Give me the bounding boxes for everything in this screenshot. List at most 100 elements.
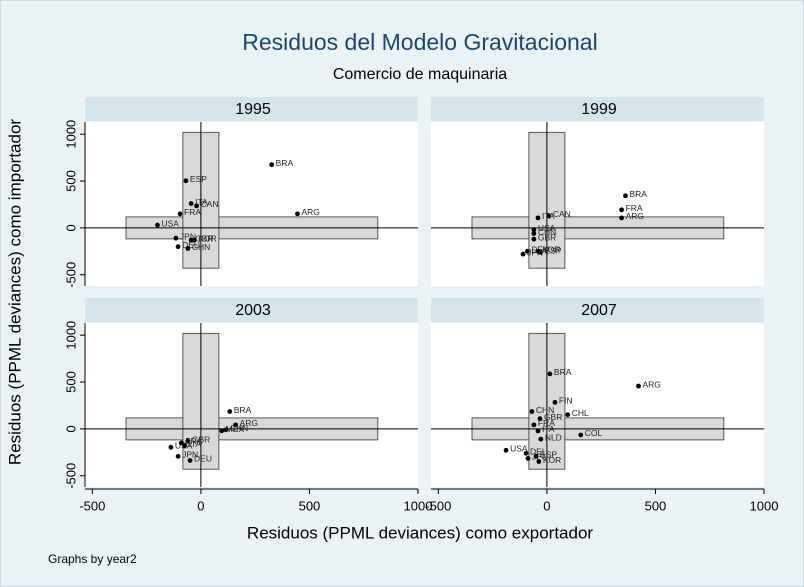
point-label: FRA bbox=[538, 418, 555, 428]
plot-area bbox=[431, 323, 764, 487]
x-tick-label: 0 bbox=[543, 498, 550, 513]
plot-area bbox=[431, 122, 764, 286]
y-tick-label: -500 bbox=[63, 463, 78, 489]
point bbox=[219, 428, 225, 434]
point bbox=[155, 222, 160, 228]
point-label: JPN bbox=[532, 452, 548, 462]
point-label: JPN bbox=[527, 247, 543, 257]
point-label: BRA bbox=[629, 189, 647, 199]
point-label: NLD bbox=[545, 432, 562, 442]
point-label: GBR bbox=[544, 412, 562, 422]
point-label: CAN bbox=[553, 209, 571, 219]
point bbox=[173, 235, 179, 241]
y-tick-label: 1000 bbox=[63, 321, 78, 350]
point bbox=[185, 246, 191, 251]
point-label: CHN bbox=[536, 405, 554, 415]
facet-header bbox=[85, 97, 418, 121]
point bbox=[187, 458, 193, 463]
point-label: ITA bbox=[189, 439, 202, 449]
point-label: CHN bbox=[230, 423, 248, 433]
point bbox=[520, 251, 526, 257]
point bbox=[175, 453, 181, 459]
point bbox=[175, 244, 181, 250]
point bbox=[194, 203, 199, 209]
point-label: FRA bbox=[626, 203, 643, 213]
point bbox=[565, 412, 571, 418]
point bbox=[182, 443, 188, 449]
point bbox=[546, 213, 552, 219]
point-label: BRA bbox=[276, 158, 294, 168]
point bbox=[531, 422, 537, 428]
point-label: JPN bbox=[182, 450, 198, 460]
point-label: ESP bbox=[540, 450, 557, 460]
point-label: GBR bbox=[538, 232, 556, 242]
x-tick-label: 0 bbox=[197, 498, 204, 513]
y-tick-label: 0 bbox=[63, 425, 78, 432]
y-tick-label: 500 bbox=[63, 170, 78, 192]
point-label: ARG bbox=[626, 211, 644, 221]
point-label: USA bbox=[161, 218, 179, 228]
point-label: JPN bbox=[180, 231, 196, 241]
point bbox=[233, 422, 239, 428]
point bbox=[536, 459, 542, 464]
point bbox=[636, 383, 641, 389]
point bbox=[188, 201, 194, 206]
point bbox=[295, 211, 300, 217]
facet-title: 2003 bbox=[235, 302, 271, 319]
point-label: KOR bbox=[542, 245, 560, 255]
plot-area bbox=[85, 323, 418, 487]
y-axis-title: Residuos (PPML deviances) como importado… bbox=[5, 119, 24, 465]
point-label: ARG bbox=[302, 207, 320, 217]
point bbox=[178, 440, 184, 446]
point-label: DEU bbox=[194, 454, 212, 464]
point bbox=[537, 249, 543, 255]
point-label: CHL bbox=[572, 408, 589, 418]
point bbox=[538, 436, 544, 442]
x-tick-label: 1000 bbox=[404, 498, 433, 513]
point bbox=[552, 399, 558, 405]
point-label: FIN bbox=[559, 396, 573, 406]
point-label: ESP bbox=[190, 174, 207, 184]
point bbox=[531, 236, 537, 242]
chart-subtitle: Comercio de maquinaria bbox=[333, 66, 507, 83]
point bbox=[269, 162, 275, 168]
facet-title: 1999 bbox=[581, 101, 617, 118]
point bbox=[529, 409, 535, 414]
point bbox=[523, 450, 529, 456]
point-label: CHN bbox=[538, 227, 556, 237]
point bbox=[191, 237, 197, 243]
facet-title: 2007 bbox=[581, 302, 617, 319]
point-label: ITA bbox=[542, 211, 555, 221]
y-tick-label: 500 bbox=[63, 371, 78, 393]
facet-header bbox=[431, 97, 764, 121]
point bbox=[168, 444, 174, 450]
point-label: DEU bbox=[530, 447, 548, 457]
point-label: ITA bbox=[195, 197, 208, 207]
point-label: KOR bbox=[198, 233, 216, 243]
x-tick-label: -500 bbox=[425, 498, 451, 513]
point-label: GBR bbox=[192, 434, 210, 444]
point bbox=[524, 248, 530, 254]
point-label: ESP bbox=[544, 246, 561, 256]
point-label: COL bbox=[585, 428, 603, 438]
point bbox=[547, 371, 553, 377]
x-axis-title: Residuos (PPML deviances) como exportado… bbox=[247, 523, 593, 542]
point-label: BRA bbox=[554, 367, 572, 377]
point-label: DEU bbox=[531, 245, 549, 255]
facet-title: 1995 bbox=[235, 101, 271, 118]
point bbox=[531, 231, 537, 236]
point bbox=[227, 409, 233, 414]
facet-header bbox=[85, 298, 418, 322]
point-label: ARG bbox=[643, 379, 661, 389]
point bbox=[619, 207, 624, 213]
point-label: CAN bbox=[201, 199, 219, 209]
x-tick-label: 1000 bbox=[750, 498, 779, 513]
point bbox=[531, 227, 537, 233]
point-label: CHN bbox=[192, 242, 210, 252]
point-label: MEX bbox=[226, 424, 245, 434]
point bbox=[223, 427, 229, 433]
point-label: GBR bbox=[195, 233, 213, 243]
point bbox=[503, 447, 509, 453]
